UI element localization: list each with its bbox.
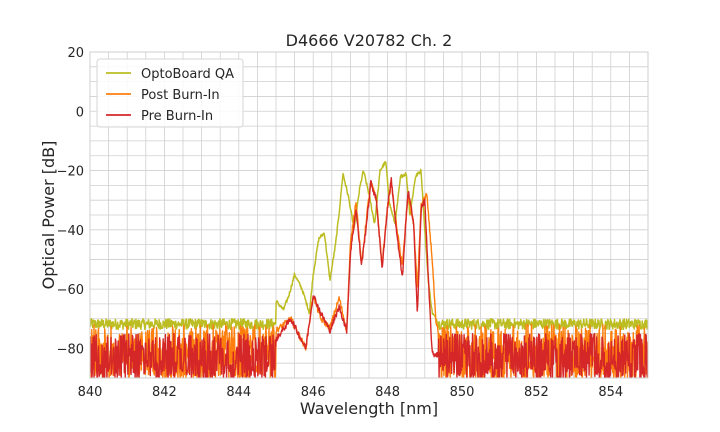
legend: OptoBoard QA Post Burn-In Pre Burn-In [96,58,244,128]
x-axis-label: Wavelength [nm] [300,399,438,418]
y-tick-label: −40 [57,224,84,239]
x-tick-label: 840 [78,385,103,400]
legend-label: Post Burn-In [141,88,220,103]
x-tick-label: 850 [450,385,475,400]
legend-box [96,58,244,128]
series-line-pre-burn-in [90,177,648,378]
x-tick-label: 848 [375,385,400,400]
y-tick-label: −80 [57,342,84,357]
legend-label: OptoBoard QA [141,67,234,82]
x-tick-label: 854 [598,385,623,400]
legend-label: Pre Burn-In [141,109,213,124]
y-tick-label: −60 [57,283,84,298]
x-tick-label: 844 [226,385,251,400]
x-tick-labels: 840 842 844 846 848 850 852 854 [78,385,624,400]
x-tick-label: 846 [301,385,326,400]
plot-frame [89,51,649,379]
x-tick-label: 852 [524,385,549,400]
chart-title: D4666 V20782 Ch. 2 [286,31,453,50]
y-tick-label: −20 [57,165,84,180]
y-tick-label: 0 [76,105,84,120]
x-tick-label: 842 [152,385,177,400]
y-tick-labels: 20 0 −20 −40 −60 −80 [57,46,84,357]
plot-area [90,161,648,378]
y-axis-label: Optical Power [dB] [39,141,58,290]
y-tick-label: 20 [67,46,84,61]
